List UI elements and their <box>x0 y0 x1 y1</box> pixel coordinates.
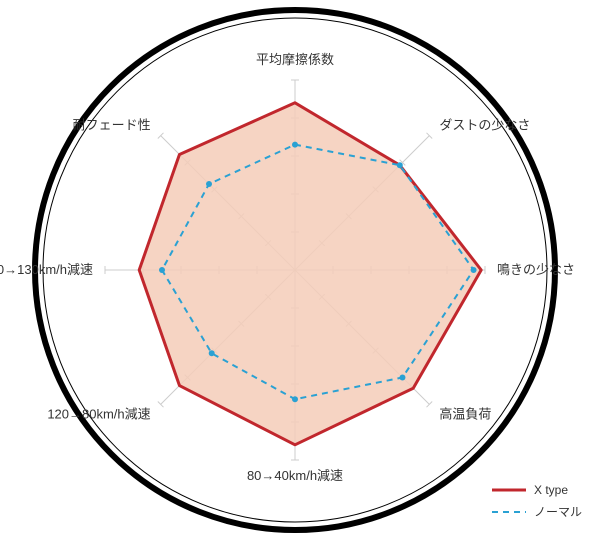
series-1-marker <box>292 142 298 148</box>
legend: X type ノーマル <box>492 483 582 519</box>
series <box>139 103 481 445</box>
axis-label: 耐フェード性 <box>73 118 151 133</box>
series-1-marker <box>292 396 298 402</box>
series-0 <box>139 103 481 445</box>
axis-label: 平均摩擦係数 <box>256 52 334 67</box>
legend-label: X type <box>534 483 568 497</box>
series-1-marker <box>399 374 405 380</box>
series-1-marker <box>397 162 403 168</box>
axis-label: 高温負荷 <box>439 406 491 421</box>
axis-label: 160→130km/h減速 <box>0 262 93 277</box>
axis-label: ダストの少なさ <box>439 118 530 133</box>
series-1-marker <box>206 181 212 187</box>
axis-label: 鳴きの少なさ <box>497 262 575 277</box>
series-1-marker <box>159 267 165 273</box>
legend-label: ノーマル <box>534 505 582 519</box>
axis-label: 80→40km/h減速 <box>247 468 343 483</box>
series-1-marker <box>209 350 215 356</box>
series-1-marker <box>471 267 477 273</box>
axis-label: 120→80km/h減速 <box>47 406 150 421</box>
radar-chart: 平均摩擦係数ダストの少なさ鳴きの少なさ高温負荷 80→40km/h減速 120→80… <box>0 0 600 543</box>
